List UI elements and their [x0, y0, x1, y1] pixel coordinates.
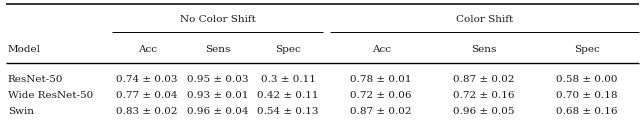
Text: Spec: Spec	[574, 45, 600, 54]
Text: 0.96 ± 0.04: 0.96 ± 0.04	[187, 107, 248, 116]
Text: Acc: Acc	[138, 45, 157, 54]
Text: 0.77 ± 0.04: 0.77 ± 0.04	[116, 91, 178, 100]
Text: Spec: Spec	[275, 45, 301, 54]
Text: Swin: Swin	[8, 107, 34, 116]
Text: 0.72 ± 0.16: 0.72 ± 0.16	[453, 91, 515, 100]
Text: Acc: Acc	[372, 45, 390, 54]
Text: 0.74 ± 0.03: 0.74 ± 0.03	[116, 75, 178, 84]
Text: 0.72 ± 0.06: 0.72 ± 0.06	[350, 91, 412, 100]
Text: 0.78 ± 0.01: 0.78 ± 0.01	[350, 75, 412, 84]
Text: 0.68 ± 0.16: 0.68 ± 0.16	[556, 107, 618, 116]
Text: Wide ResNet-50: Wide ResNet-50	[8, 91, 93, 100]
Text: 0.42 ± 0.11: 0.42 ± 0.11	[257, 91, 319, 100]
Text: No Color Shift: No Color Shift	[180, 15, 255, 24]
Text: 0.70 ± 0.18: 0.70 ± 0.18	[556, 91, 618, 100]
Text: 0.54 ± 0.13: 0.54 ± 0.13	[257, 107, 319, 116]
Text: 0.58 ± 0.00: 0.58 ± 0.00	[556, 75, 618, 84]
Text: 0.83 ± 0.02: 0.83 ± 0.02	[116, 107, 178, 116]
Text: 0.95 ± 0.03: 0.95 ± 0.03	[187, 75, 248, 84]
Text: 0.93 ± 0.01: 0.93 ± 0.01	[187, 91, 248, 100]
Text: Model: Model	[8, 45, 41, 54]
Text: 0.96 ± 0.05: 0.96 ± 0.05	[453, 107, 515, 116]
Text: 0.87 ± 0.02: 0.87 ± 0.02	[350, 107, 412, 116]
Text: Sens: Sens	[472, 45, 497, 54]
Text: Color Shift: Color Shift	[456, 15, 513, 24]
Text: Sens: Sens	[205, 45, 230, 54]
Text: ResNet-50: ResNet-50	[8, 75, 63, 84]
Text: 0.3 ± 0.11: 0.3 ± 0.11	[260, 75, 316, 84]
Text: 0.87 ± 0.02: 0.87 ± 0.02	[453, 75, 515, 84]
